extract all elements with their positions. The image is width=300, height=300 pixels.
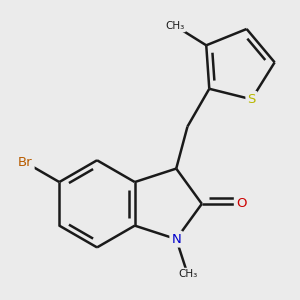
- Text: CH₃: CH₃: [178, 269, 197, 279]
- Text: S: S: [248, 93, 256, 106]
- Text: O: O: [236, 197, 246, 210]
- Text: Br: Br: [18, 156, 33, 169]
- Text: N: N: [171, 232, 181, 246]
- Text: CH₃: CH₃: [165, 21, 184, 31]
